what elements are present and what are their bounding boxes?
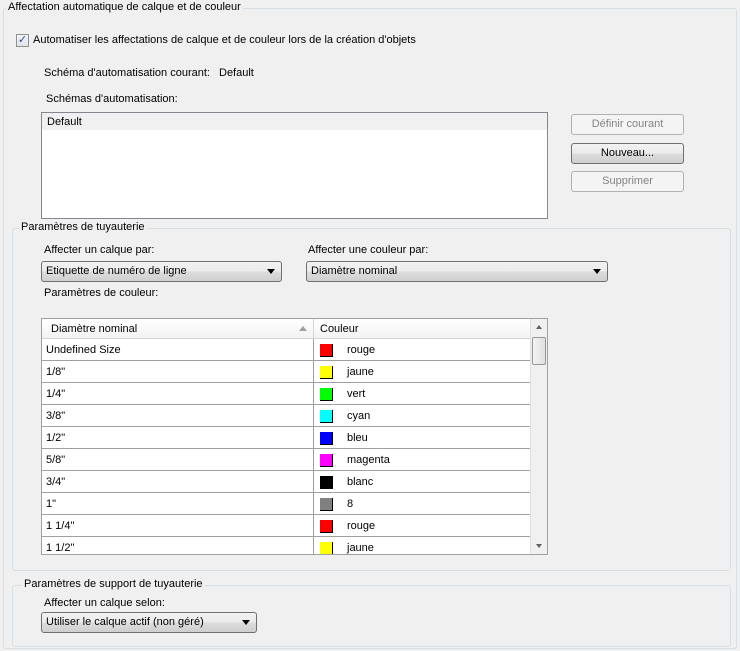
current-scheme-label: Schéma d'automatisation courant: [44,67,210,79]
color-by-label: Affecter une couleur par: [308,244,429,256]
color-cell[interactable]: jaune [347,542,374,554]
chevron-down-icon [242,620,250,625]
support-group-title: Paramètres de support de tuyauterie [22,578,205,590]
table-row[interactable]: 1/8" jaune [42,361,530,383]
column-divider [313,493,314,515]
column-divider [313,405,314,427]
layer-by-value: Etiquette de numéro de ligne [46,265,187,277]
diameter-cell: Undefined Size [46,344,121,356]
support-layer-label: Affecter un calque selon: [44,597,165,609]
diameter-cell: 1" [46,498,57,510]
color-settings-grid: Diamètre nominal Couleur Undefined Size r… [41,318,548,555]
diameter-cell: 5/8" [46,454,66,466]
diameter-cell: 1/8" [46,366,66,378]
automate-checkbox-label[interactable]: Automatiser les affectations de calque e… [33,34,416,46]
schemes-listbox[interactable]: Default [41,112,548,219]
header-color[interactable]: Couleur [320,323,359,335]
layer-by-label: Affecter un calque par: [44,244,155,256]
diameter-cell: 3/8" [46,410,66,422]
color-swatch[interactable] [320,410,333,423]
set-current-button[interactable]: Définir courant [571,114,684,135]
chevron-down-icon [267,269,275,274]
support-group [12,585,731,647]
scroll-down-icon[interactable] [536,544,542,548]
column-divider [313,515,314,537]
color-cell[interactable]: bleu [347,432,368,444]
vertical-scrollbar[interactable] [530,319,547,554]
support-layer-value: Utiliser le calque actif (non géré) [46,616,204,628]
color-swatch[interactable] [320,366,333,379]
delete-button[interactable]: Supprimer [571,171,684,192]
column-divider [313,471,314,493]
schemes-label: Schémas d'automatisation: [46,93,178,105]
color-swatch[interactable] [320,542,333,554]
table-row[interactable]: 1 1/4" rouge [42,515,530,537]
piping-group [12,228,731,571]
support-layer-dropdown[interactable]: Utiliser le calque actif (non géré) [41,612,257,633]
diameter-cell: 1/2" [46,432,66,444]
color-cell[interactable]: blanc [347,476,374,488]
column-divider [313,361,314,383]
layer-by-dropdown[interactable]: Etiquette de numéro de ligne [41,261,282,282]
piping-group-title: Paramètres de tuyauterie [19,221,147,233]
automate-checkbox[interactable]: ✓ [16,34,29,47]
color-swatch[interactable] [320,454,333,467]
table-row[interactable]: Undefined Size rouge [42,339,530,361]
color-swatch[interactable] [320,520,333,533]
table-row[interactable]: 5/8" magenta [42,449,530,471]
sort-asc-icon [299,326,307,331]
table-row[interactable]: 1/4" vert [42,383,530,405]
header-diameter[interactable]: Diamètre nominal [51,323,138,335]
grid-header: Diamètre nominal Couleur [42,319,530,339]
auto-assignment-title: Affectation automatique de calque et de … [6,1,243,13]
table-row[interactable]: 1" 8 [42,493,530,515]
color-swatch[interactable] [320,476,333,489]
current-scheme-value: Default [219,67,254,79]
color-cell[interactable]: 8 [347,498,354,510]
scheme-item[interactable]: Default [42,113,547,130]
chevron-down-icon [593,269,601,274]
color-cell[interactable]: magenta [347,454,390,466]
color-swatch[interactable] [320,344,333,357]
auto-assignment-group [3,8,737,649]
table-row[interactable]: 3/4" blanc [42,471,530,493]
scroll-thumb[interactable] [532,337,546,365]
scroll-up-icon[interactable] [536,325,542,329]
color-by-value: Diamètre nominal [311,265,398,277]
table-row[interactable]: 1 1/2" jaune [42,537,530,554]
color-cell[interactable]: vert [347,388,366,400]
color-by-dropdown[interactable]: Diamètre nominal [306,261,608,282]
color-cell[interactable]: rouge [347,520,376,532]
color-settings-label: Paramètres de couleur: [44,287,159,299]
new-button[interactable]: Nouveau... [571,143,684,164]
diameter-cell: 1 1/2" [46,542,75,554]
table-row[interactable]: 1/2" bleu [42,427,530,449]
color-swatch[interactable] [320,498,333,511]
color-cell[interactable]: cyan [347,410,371,422]
diameter-cell: 3/4" [46,476,66,488]
header-divider[interactable] [313,319,314,339]
column-divider [313,537,314,554]
diameter-cell: 1 1/4" [46,520,75,532]
table-row[interactable]: 3/8" cyan [42,405,530,427]
diameter-cell: 1/4" [46,388,66,400]
column-divider [313,449,314,471]
column-divider [313,383,314,405]
color-swatch[interactable] [320,388,333,401]
column-divider [313,427,314,449]
column-divider [313,339,314,361]
color-cell[interactable]: jaune [347,366,374,378]
color-cell[interactable]: rouge [347,344,376,356]
color-swatch[interactable] [320,432,333,445]
